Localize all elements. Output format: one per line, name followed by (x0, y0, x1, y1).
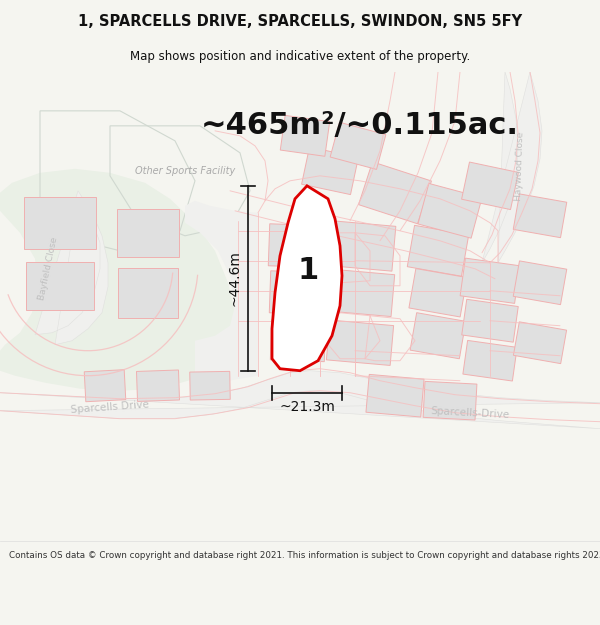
Polygon shape (185, 201, 258, 382)
Polygon shape (272, 186, 342, 371)
Text: ~21.3m: ~21.3m (279, 400, 335, 414)
Polygon shape (482, 72, 542, 262)
Polygon shape (280, 116, 330, 156)
Text: Contains OS data © Crown copyright and database right 2021. This information is : Contains OS data © Crown copyright and d… (9, 551, 600, 560)
Text: 1: 1 (298, 256, 319, 285)
Text: Bayfield Close: Bayfield Close (37, 236, 59, 301)
Polygon shape (513, 194, 567, 238)
Polygon shape (0, 371, 600, 429)
Polygon shape (268, 224, 328, 268)
Polygon shape (84, 370, 126, 402)
Text: Map shows position and indicative extent of the property.: Map shows position and indicative extent… (130, 50, 470, 63)
Polygon shape (118, 268, 178, 318)
Polygon shape (460, 258, 520, 303)
Polygon shape (117, 209, 179, 257)
Polygon shape (26, 262, 94, 310)
Polygon shape (324, 221, 396, 271)
Polygon shape (24, 197, 96, 249)
Polygon shape (325, 269, 395, 316)
Polygon shape (366, 374, 424, 417)
Polygon shape (462, 299, 518, 342)
Polygon shape (410, 312, 466, 359)
Polygon shape (463, 341, 517, 381)
Polygon shape (407, 226, 469, 276)
Polygon shape (302, 147, 358, 194)
Polygon shape (326, 320, 394, 366)
Polygon shape (0, 72, 235, 391)
Polygon shape (269, 271, 327, 315)
Polygon shape (136, 370, 179, 401)
Polygon shape (514, 322, 566, 364)
Text: Other Sports Facility: Other Sports Facility (135, 166, 235, 176)
Text: Haywood Close: Haywood Close (514, 131, 526, 201)
Text: ~465m²/~0.115ac.: ~465m²/~0.115ac. (201, 111, 519, 141)
Text: Sparcells-Drive: Sparcells-Drive (430, 406, 510, 420)
Text: ~44.6m: ~44.6m (227, 251, 241, 306)
Polygon shape (271, 320, 326, 362)
Polygon shape (418, 183, 482, 238)
Polygon shape (330, 122, 386, 169)
Text: Sparcells Drive: Sparcells Drive (70, 400, 149, 416)
Polygon shape (423, 381, 477, 420)
Polygon shape (190, 371, 230, 400)
Polygon shape (35, 191, 108, 345)
Polygon shape (513, 261, 567, 304)
Polygon shape (461, 162, 518, 209)
Text: 1, SPARCELLS DRIVE, SPARCELLS, SWINDON, SN5 5FY: 1, SPARCELLS DRIVE, SPARCELLS, SWINDON, … (78, 14, 522, 29)
Polygon shape (409, 269, 467, 317)
Polygon shape (359, 162, 431, 224)
